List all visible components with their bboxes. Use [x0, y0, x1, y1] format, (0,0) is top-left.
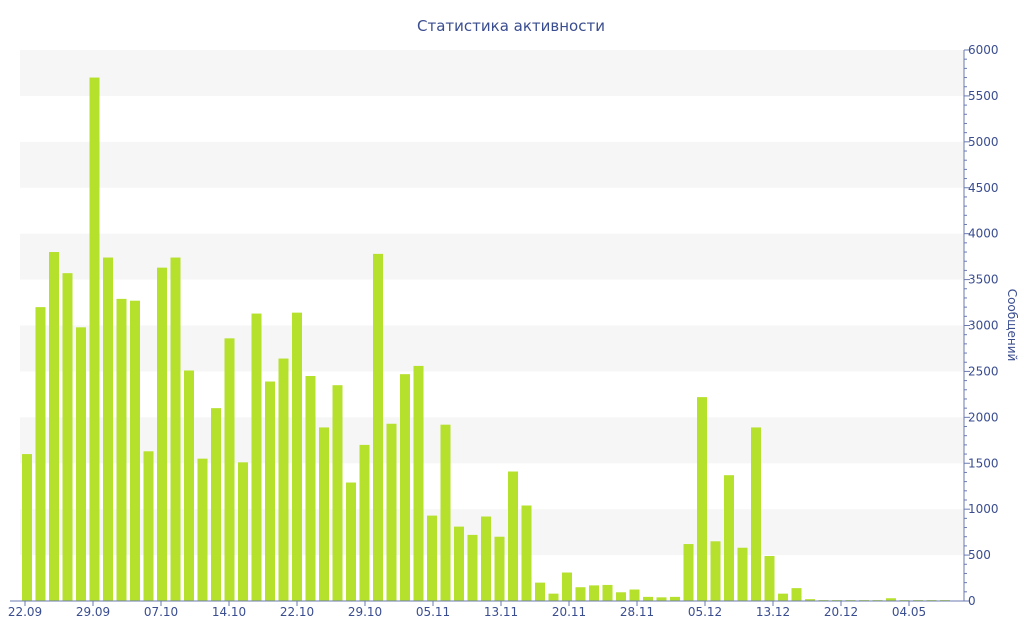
- bar: [683, 544, 694, 601]
- x-tick-label: 22.09: [8, 605, 42, 619]
- x-tick-label: 28.11: [620, 605, 654, 619]
- y-tick-label: 1500: [968, 456, 999, 470]
- grid-band: [20, 50, 964, 96]
- x-tick-label: 07.10: [144, 605, 178, 619]
- bar: [535, 582, 545, 601]
- bar: [292, 312, 302, 601]
- bar: [427, 515, 437, 601]
- bar: [697, 397, 707, 601]
- y-tick-label: 3000: [968, 319, 999, 333]
- bar: [589, 585, 599, 601]
- bar: [778, 593, 788, 601]
- bar: [886, 598, 896, 601]
- bar: [346, 482, 356, 601]
- grid-band: [20, 141, 964, 188]
- y-tick-label: 0: [968, 594, 976, 608]
- y-axis: 0 500 1000 1500 2000 2500 3000 3500 4000 4500 5000…: [963, 43, 999, 608]
- y-tick-label: 5500: [968, 89, 999, 103]
- bar: [737, 547, 748, 601]
- x-tick-label: 29.10: [348, 605, 382, 619]
- y-tick-label: 6000: [968, 43, 999, 57]
- bar: [413, 365, 424, 601]
- bar: [35, 307, 46, 601]
- y-tick-label: 2500: [968, 364, 999, 378]
- bar: [805, 599, 815, 601]
- y-axis-label: Сообщений: [1005, 289, 1019, 362]
- bar-series: [22, 77, 950, 602]
- bar: [62, 273, 73, 601]
- bar: [643, 596, 653, 601]
- bar: [251, 313, 262, 601]
- bar: [332, 385, 343, 601]
- x-tick-label: 14.10: [212, 605, 246, 619]
- bar: [49, 252, 59, 601]
- x-tick-label: 13.11: [484, 605, 518, 619]
- bar: [359, 444, 370, 601]
- bar: [184, 370, 194, 601]
- x-axis: 22.09 29.09 07.10 14.10 22.10 29.10 05.11 13.11…: [8, 600, 964, 619]
- bar: [724, 475, 734, 601]
- chart-title: Статистика активности: [417, 17, 605, 35]
- x-tick-label: 05.11: [416, 605, 450, 619]
- bar: [197, 458, 208, 601]
- bar: [562, 572, 572, 601]
- bar: [629, 589, 640, 601]
- y-tick-label: 4000: [968, 227, 999, 241]
- bar: [76, 327, 86, 601]
- y-tick-label: 1000: [968, 502, 999, 516]
- bar: [751, 427, 761, 601]
- bar: [157, 267, 167, 601]
- bar: [130, 300, 140, 601]
- x-tick-label: 04.05: [892, 605, 926, 619]
- bar: [575, 587, 586, 601]
- bar: [103, 257, 113, 601]
- bar: [602, 584, 613, 601]
- bar: [521, 505, 532, 601]
- bar: [400, 374, 410, 601]
- bar: [481, 516, 491, 601]
- bar: [278, 358, 289, 601]
- bar: [319, 427, 329, 601]
- bar: [454, 526, 464, 601]
- bar: [89, 77, 100, 602]
- bar: [616, 592, 626, 601]
- bar: [710, 541, 721, 601]
- bar: [116, 298, 127, 601]
- bar: [265, 381, 275, 601]
- bar: [211, 408, 221, 601]
- bar: [224, 338, 235, 601]
- bar: [670, 596, 680, 601]
- y-tick-label: 5000: [968, 135, 999, 149]
- x-tick-label: 13.12: [756, 605, 790, 619]
- bar: [764, 556, 775, 601]
- y-tick-label: 2000: [968, 410, 999, 424]
- bar: [143, 451, 154, 601]
- bar: [22, 454, 32, 601]
- y-tick-label: 3500: [968, 273, 999, 287]
- bar: [305, 376, 316, 601]
- y-tick-label: 500: [968, 548, 991, 562]
- bar: [508, 471, 518, 601]
- bar: [656, 597, 667, 601]
- bar: [548, 593, 559, 601]
- bar: [373, 253, 383, 601]
- grid-bands: [20, 50, 964, 556]
- x-tick-label: 20.12: [824, 605, 858, 619]
- bar: [494, 536, 505, 601]
- bar: [440, 424, 451, 601]
- bar: [238, 462, 248, 601]
- y-tick-label: 4500: [968, 181, 999, 195]
- bar: [170, 257, 181, 601]
- bar: [791, 588, 802, 601]
- x-tick-label: 20.11: [552, 605, 586, 619]
- x-tick-label: 22.10: [280, 605, 314, 619]
- x-tick-label: 05.12: [688, 605, 722, 619]
- bar: [467, 534, 478, 601]
- x-tick-label: 29.09: [76, 605, 110, 619]
- bar: [386, 423, 397, 601]
